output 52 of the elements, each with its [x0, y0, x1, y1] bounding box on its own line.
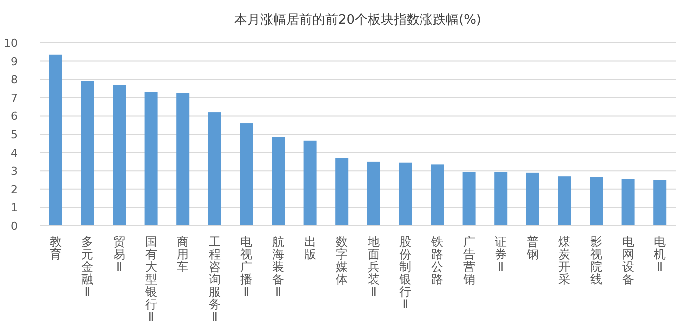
bar	[176, 93, 190, 226]
y-tick-label: 5	[11, 128, 18, 142]
chart-title: 本月涨幅居前的前20个板块指数涨跌幅(%)	[234, 13, 482, 28]
x-tick-label: 航海装备Ⅱ	[272, 235, 284, 299]
y-tick-label: 7	[11, 92, 18, 105]
bar	[113, 85, 126, 226]
bar	[526, 172, 540, 226]
x-tick-label: 地面兵装Ⅱ	[366, 235, 380, 299]
bar	[208, 112, 222, 226]
x-tick-label: 商用车	[177, 235, 190, 274]
bar	[622, 179, 635, 226]
x-tick-label: 电视广播Ⅱ	[240, 235, 253, 299]
y-tick-label: 6	[11, 110, 18, 124]
bar	[558, 176, 572, 226]
y-tick-label: 3	[11, 165, 18, 178]
x-tick-label: 电网设备	[622, 235, 634, 286]
bar	[654, 180, 667, 226]
x-tick-label: 数字媒体	[336, 235, 348, 286]
x-tick-label: 国有大型银行Ⅱ	[144, 235, 158, 324]
bar	[336, 158, 349, 226]
bar	[590, 178, 603, 226]
x-tick-label: 证券Ⅱ	[495, 235, 508, 274]
bar	[304, 140, 317, 226]
bar	[81, 81, 94, 226]
y-tick-label: 4	[11, 146, 18, 160]
bar	[462, 172, 476, 226]
bar	[272, 137, 285, 226]
x-tick-label: 铁路公路	[430, 235, 444, 286]
y-tick-label: 2	[11, 183, 18, 196]
bar	[494, 172, 508, 226]
x-tick-label: 多元金融Ⅱ	[82, 235, 94, 299]
y-tick-label: 9	[11, 55, 18, 68]
x-tick-label: 广告营销	[462, 235, 476, 286]
bar	[144, 92, 158, 226]
x-tick-label: 普钢	[526, 235, 539, 262]
x-tick-label: 教育	[50, 235, 62, 262]
x-tick-label: 电机Ⅱ	[654, 235, 666, 274]
y-tick-label: 0	[11, 220, 18, 233]
y-tick-label: 10	[4, 37, 18, 50]
bar	[431, 164, 444, 226]
bar	[49, 54, 62, 226]
y-tick-label: 1	[11, 202, 18, 215]
bar	[367, 162, 380, 226]
y-tick-label: 8	[11, 74, 18, 87]
x-tick-label: 影视院线	[590, 235, 602, 286]
x-tick-label: 工程咨询服务Ⅱ	[208, 235, 221, 324]
bar	[240, 124, 254, 226]
x-tick-label: 煤炭开采	[558, 235, 571, 286]
bar	[399, 162, 412, 226]
x-tick-label: 出版	[304, 235, 316, 262]
x-tick-label: 贸易Ⅱ	[114, 235, 126, 274]
x-tick-label: 股份制银行Ⅱ	[398, 235, 412, 312]
